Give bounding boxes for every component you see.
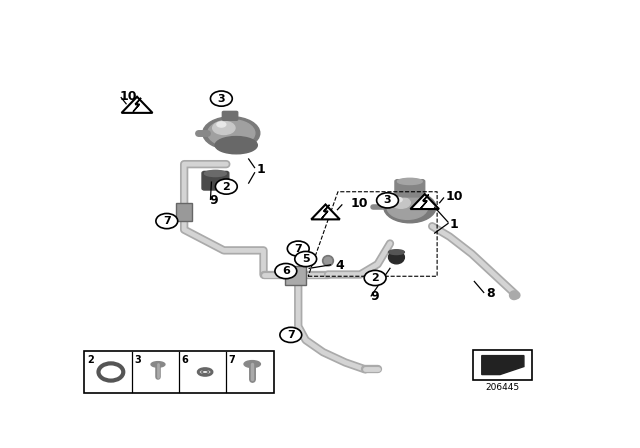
- Text: 7: 7: [229, 355, 236, 365]
- Circle shape: [216, 179, 237, 194]
- Ellipse shape: [388, 251, 404, 264]
- Text: 3: 3: [218, 94, 225, 103]
- Circle shape: [280, 327, 301, 342]
- Text: 1: 1: [449, 218, 458, 231]
- Polygon shape: [311, 204, 340, 220]
- Ellipse shape: [208, 120, 255, 146]
- Ellipse shape: [202, 370, 209, 374]
- Circle shape: [376, 193, 399, 208]
- Text: 5: 5: [302, 254, 310, 264]
- Ellipse shape: [203, 117, 260, 150]
- FancyBboxPatch shape: [222, 112, 237, 121]
- Text: 9: 9: [370, 290, 379, 303]
- Text: 10: 10: [446, 190, 463, 203]
- Polygon shape: [420, 194, 429, 208]
- FancyBboxPatch shape: [84, 352, 275, 392]
- Circle shape: [287, 241, 309, 256]
- Ellipse shape: [198, 369, 212, 375]
- Ellipse shape: [212, 121, 235, 134]
- Polygon shape: [482, 356, 524, 375]
- Text: 10: 10: [350, 197, 368, 210]
- FancyBboxPatch shape: [202, 172, 229, 190]
- Text: 4: 4: [335, 259, 344, 272]
- Circle shape: [295, 251, 317, 267]
- Ellipse shape: [397, 178, 422, 185]
- Polygon shape: [410, 194, 439, 209]
- Text: 7: 7: [163, 216, 171, 226]
- Ellipse shape: [217, 122, 226, 127]
- FancyBboxPatch shape: [176, 203, 192, 221]
- Text: 3: 3: [134, 355, 141, 365]
- Polygon shape: [321, 205, 330, 219]
- Ellipse shape: [395, 198, 402, 202]
- Text: 1: 1: [256, 163, 265, 176]
- Polygon shape: [122, 97, 152, 113]
- Text: 7: 7: [294, 244, 302, 254]
- Polygon shape: [133, 98, 141, 112]
- Ellipse shape: [205, 170, 227, 177]
- Text: 3: 3: [384, 195, 391, 205]
- Circle shape: [211, 91, 232, 106]
- Text: 9: 9: [209, 194, 218, 207]
- Text: 2: 2: [223, 181, 230, 192]
- FancyBboxPatch shape: [285, 266, 306, 285]
- Ellipse shape: [384, 192, 436, 223]
- Text: 6: 6: [282, 266, 290, 276]
- Circle shape: [156, 214, 178, 228]
- Circle shape: [275, 263, 297, 279]
- Ellipse shape: [387, 195, 428, 220]
- Text: 6: 6: [182, 355, 188, 365]
- FancyBboxPatch shape: [395, 180, 425, 197]
- Ellipse shape: [392, 197, 410, 208]
- Circle shape: [364, 271, 386, 285]
- FancyBboxPatch shape: [474, 350, 532, 380]
- Ellipse shape: [324, 257, 332, 264]
- Text: 2: 2: [371, 273, 379, 283]
- Text: 7: 7: [287, 330, 294, 340]
- Ellipse shape: [244, 361, 260, 367]
- Text: 2: 2: [88, 355, 94, 365]
- Ellipse shape: [215, 137, 257, 154]
- Text: 206445: 206445: [486, 383, 520, 392]
- Text: 10: 10: [120, 90, 137, 103]
- Ellipse shape: [323, 255, 333, 266]
- Ellipse shape: [151, 362, 165, 367]
- Text: 8: 8: [486, 287, 495, 300]
- Ellipse shape: [388, 250, 404, 254]
- Ellipse shape: [509, 291, 518, 300]
